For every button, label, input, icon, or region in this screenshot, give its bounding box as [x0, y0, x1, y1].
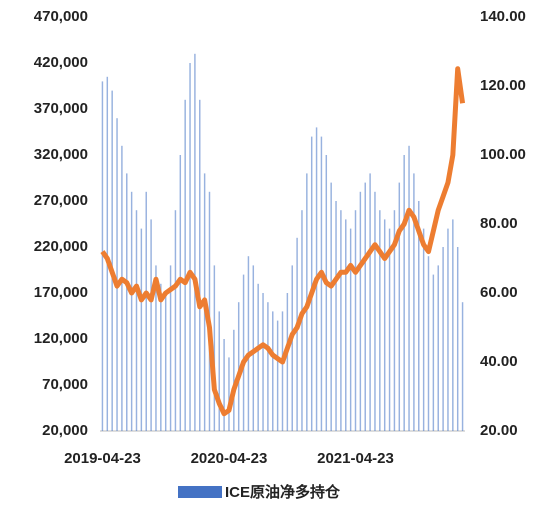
bar — [199, 99, 201, 432]
bar — [126, 173, 128, 431]
bar — [442, 247, 444, 431]
y2-tick-label: 20.00 — [480, 422, 518, 439]
bar — [330, 182, 332, 431]
bar — [116, 118, 118, 431]
bar — [320, 136, 323, 431]
bar — [262, 293, 264, 431]
bar — [432, 274, 435, 431]
bar — [218, 311, 220, 431]
bar — [364, 182, 366, 431]
bar — [145, 191, 147, 431]
bar — [223, 339, 225, 431]
bar — [408, 145, 410, 432]
y2-tick-label: 120.00 — [480, 77, 526, 94]
y2-tick-label: 60.00 — [480, 284, 518, 301]
bar — [374, 191, 376, 431]
bar — [325, 155, 328, 431]
bar — [456, 247, 459, 431]
bar — [247, 256, 250, 431]
bar — [106, 76, 109, 432]
bar — [418, 201, 420, 431]
bar — [174, 210, 177, 431]
bar — [354, 210, 357, 431]
bar — [237, 302, 240, 431]
y2-tick-label: 80.00 — [480, 215, 518, 232]
y-tick-label: 270,000 — [34, 192, 88, 209]
bar — [398, 182, 401, 431]
y-tick-label: 70,000 — [42, 376, 88, 393]
bar — [422, 228, 425, 431]
bar — [150, 219, 152, 431]
bar — [160, 283, 162, 431]
y-tick-label: 370,000 — [34, 100, 88, 117]
bar — [276, 320, 279, 431]
bar — [286, 293, 289, 431]
bar — [379, 210, 381, 431]
bar — [447, 228, 449, 431]
bar — [296, 237, 298, 431]
bar — [208, 191, 211, 431]
bar — [228, 357, 230, 431]
bar — [393, 210, 396, 431]
bar — [140, 228, 143, 431]
bar — [335, 201, 337, 431]
legend-swatch — [178, 486, 222, 498]
bar — [155, 265, 157, 431]
bar — [310, 136, 313, 431]
bar — [388, 228, 391, 431]
bar — [101, 81, 104, 432]
y2-tick-label: 40.00 — [480, 353, 518, 370]
bar — [427, 256, 430, 431]
bar — [164, 293, 167, 431]
bar — [291, 265, 293, 431]
legend-label: ICE原油净多持仓 — [225, 483, 341, 501]
y-tick-label: 420,000 — [34, 54, 88, 71]
bar — [340, 210, 342, 431]
y2-tick-label: 140.00 — [480, 8, 526, 25]
y-tick-label: 470,000 — [34, 8, 88, 25]
bar — [345, 219, 347, 431]
y-tick-label: 170,000 — [34, 284, 88, 301]
bar — [437, 265, 439, 431]
bar — [272, 311, 274, 431]
bar — [135, 210, 138, 431]
x-tick-label: 2019-04-23 — [64, 450, 141, 467]
bar — [213, 265, 216, 431]
bar — [242, 274, 245, 431]
bar — [452, 219, 454, 431]
bar — [130, 191, 133, 431]
bar — [359, 191, 362, 431]
bar — [233, 329, 235, 431]
bar — [267, 302, 269, 431]
bar — [252, 265, 255, 431]
bar — [461, 302, 464, 431]
x-tick-label: 2021-04-23 — [317, 450, 394, 467]
bar — [413, 173, 415, 431]
bar — [403, 155, 405, 431]
x-tick-label: 2020-04-23 — [191, 450, 268, 467]
y-tick-label: 220,000 — [34, 238, 88, 255]
bar — [281, 311, 284, 431]
bar — [169, 265, 172, 431]
price-line — [100, 66, 466, 417]
bar — [383, 219, 386, 431]
bar — [194, 53, 196, 432]
bar — [369, 173, 371, 431]
y-tick-label: 320,000 — [34, 146, 88, 163]
bar — [257, 283, 259, 431]
bar — [349, 228, 352, 431]
y2-tick-label: 100.00 — [480, 146, 526, 163]
bar — [184, 99, 186, 432]
bar — [121, 145, 123, 432]
y-tick-label: 20,000 — [42, 422, 88, 439]
bar — [111, 90, 113, 431]
y-tick-label: 120,000 — [34, 330, 88, 347]
bar — [179, 155, 182, 431]
bar — [189, 63, 191, 431]
